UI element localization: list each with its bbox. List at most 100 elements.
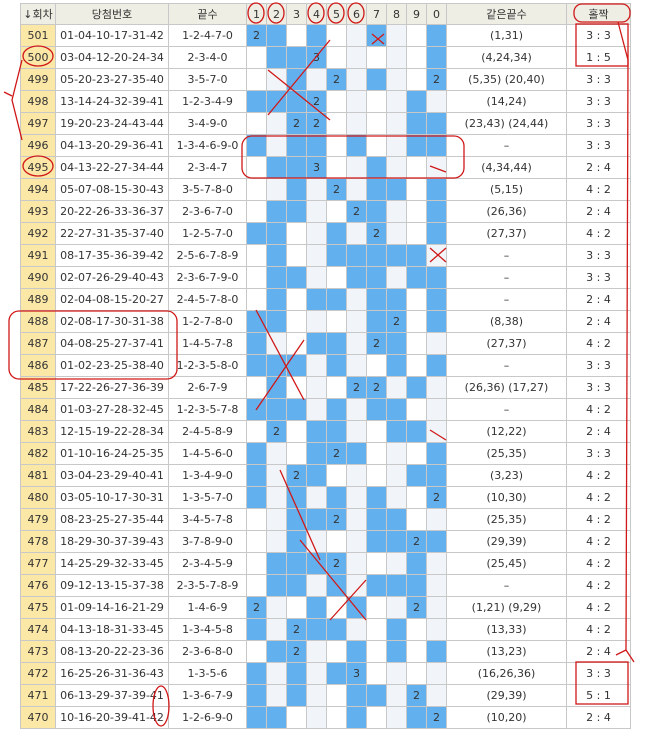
- digit-cell: [367, 509, 387, 531]
- digit-cell: [367, 311, 387, 333]
- round: 487: [21, 333, 56, 355]
- winning-numbers: 13-14-24-32-39-41: [56, 91, 169, 113]
- digit-cell: [347, 179, 367, 201]
- header-cell: 당첨번호: [56, 4, 169, 25]
- end-digits: 3-7-8-9-0: [169, 531, 247, 553]
- same-ending: (13,33): [447, 619, 567, 641]
- table-row: 492 22-27-31-35-37-40 1-2-5-7-0 2 (27,37) 4 :…: [21, 223, 631, 245]
- digit-cell: [427, 619, 447, 641]
- digit-cell: [247, 91, 267, 113]
- digit-cell: [267, 597, 287, 619]
- digit-cell: [347, 157, 367, 179]
- table-row: 494 05-07-08-15-30-43 3-5-7-8-0 2 (5,15) 4 : …: [21, 179, 631, 201]
- digit-cell: [287, 597, 307, 619]
- table-row: 476 09-12-13-15-37-38 2-3-5-7-8-9 –4 : 2: [21, 575, 631, 597]
- digit-cell: [407, 421, 427, 443]
- odd-even: 2 : 4: [567, 289, 631, 311]
- odd-even: 3 : 3: [567, 443, 631, 465]
- digit-cell: [247, 465, 267, 487]
- same-ending: (29,39): [447, 685, 567, 707]
- round: 475: [21, 597, 56, 619]
- round: 488: [21, 311, 56, 333]
- table-row: 484 01-03-27-28-32-45 1-2-3-5-7-8 –4 : 2: [21, 399, 631, 421]
- header-cell: 7: [367, 4, 387, 25]
- digit-cell: [247, 641, 267, 663]
- digit-cell: [367, 597, 387, 619]
- digit-cell: [367, 553, 387, 575]
- table-row: 485 17-22-26-27-36-39 2-6-7-9 2 2 (26,36) (17…: [21, 377, 631, 399]
- end-digits: 2-5-6-7-8-9: [169, 245, 247, 267]
- digit-cell: [247, 487, 267, 509]
- digit-cell: [247, 179, 267, 201]
- winning-numbers: 01-09-14-16-21-29: [56, 597, 169, 619]
- digit-cell: [367, 179, 387, 201]
- digit-cell: [267, 333, 287, 355]
- digit-cell: [407, 69, 427, 91]
- digit-cell: [387, 399, 407, 421]
- end-digits: 1-2-6-9-0: [169, 707, 247, 729]
- odd-even: 3 : 3: [567, 25, 631, 47]
- digit-cell: [407, 707, 427, 729]
- digit-cell: 3: [307, 47, 327, 69]
- digit-cell: [387, 245, 407, 267]
- digit-cell: [287, 509, 307, 531]
- same-ending: (29,39): [447, 531, 567, 553]
- digit-cell: 2: [367, 377, 387, 399]
- winning-numbers: 02-08-17-30-31-38: [56, 311, 169, 333]
- end-digits: 3-4-5-7-8: [169, 509, 247, 531]
- digit-cell: [347, 355, 367, 377]
- same-ending: (14,24): [447, 91, 567, 113]
- digit-cell: [267, 531, 287, 553]
- end-digits: 3-4-9-0: [169, 113, 247, 135]
- end-digits: 2-6-7-9: [169, 377, 247, 399]
- winning-numbers: 22-27-31-35-37-40: [56, 223, 169, 245]
- digit-cell: [327, 663, 347, 685]
- digit-cell: [427, 113, 447, 135]
- digit-cell: [367, 663, 387, 685]
- digit-cell: [327, 47, 347, 69]
- digit-cell: [267, 223, 287, 245]
- digit-cell: [367, 421, 387, 443]
- odd-even: 1 : 5: [567, 47, 631, 69]
- end-digits: 2-3-6-7-0: [169, 201, 247, 223]
- digit-cell: [387, 355, 407, 377]
- same-ending: (16,26,36): [447, 663, 567, 685]
- same-ending: –: [447, 289, 567, 311]
- digit-cell: [327, 135, 347, 157]
- digit-cell: [307, 245, 327, 267]
- digit-cell: [347, 421, 367, 443]
- digit-cell: 2: [427, 487, 447, 509]
- round: 474: [21, 619, 56, 641]
- end-digits: 1-2-3-5-8-0: [169, 355, 247, 377]
- round: 501: [21, 25, 56, 47]
- end-digits: 1-2-4-7-0: [169, 25, 247, 47]
- digit-cell: 2: [387, 311, 407, 333]
- digit-cell: [387, 289, 407, 311]
- digit-cell: [367, 91, 387, 113]
- digit-cell: [267, 663, 287, 685]
- digit-cell: [347, 289, 367, 311]
- digit-cell: [307, 575, 327, 597]
- winning-numbers: 08-23-25-27-35-44: [56, 509, 169, 531]
- digit-cell: [247, 69, 267, 91]
- digit-cell: [247, 355, 267, 377]
- header-cell: 2: [267, 4, 287, 25]
- digit-cell: [387, 201, 407, 223]
- digit-cell: [407, 245, 427, 267]
- digit-cell: [327, 113, 347, 135]
- digit-cell: [247, 663, 267, 685]
- digit-cell: 2: [347, 201, 367, 223]
- digit-cell: [407, 135, 427, 157]
- digit-cell: [267, 487, 287, 509]
- winning-numbers: 04-08-25-27-37-41: [56, 333, 169, 355]
- digit-cell: [407, 663, 427, 685]
- digit-cell: [267, 69, 287, 91]
- winning-numbers: 03-04-12-20-24-34: [56, 47, 169, 69]
- digit-cell: [367, 531, 387, 553]
- digit-cell: [347, 47, 367, 69]
- digit-cell: [427, 663, 447, 685]
- digit-cell: [287, 267, 307, 289]
- digit-cell: 2: [247, 597, 267, 619]
- digit-cell: [347, 69, 367, 91]
- digit-cell: [427, 157, 447, 179]
